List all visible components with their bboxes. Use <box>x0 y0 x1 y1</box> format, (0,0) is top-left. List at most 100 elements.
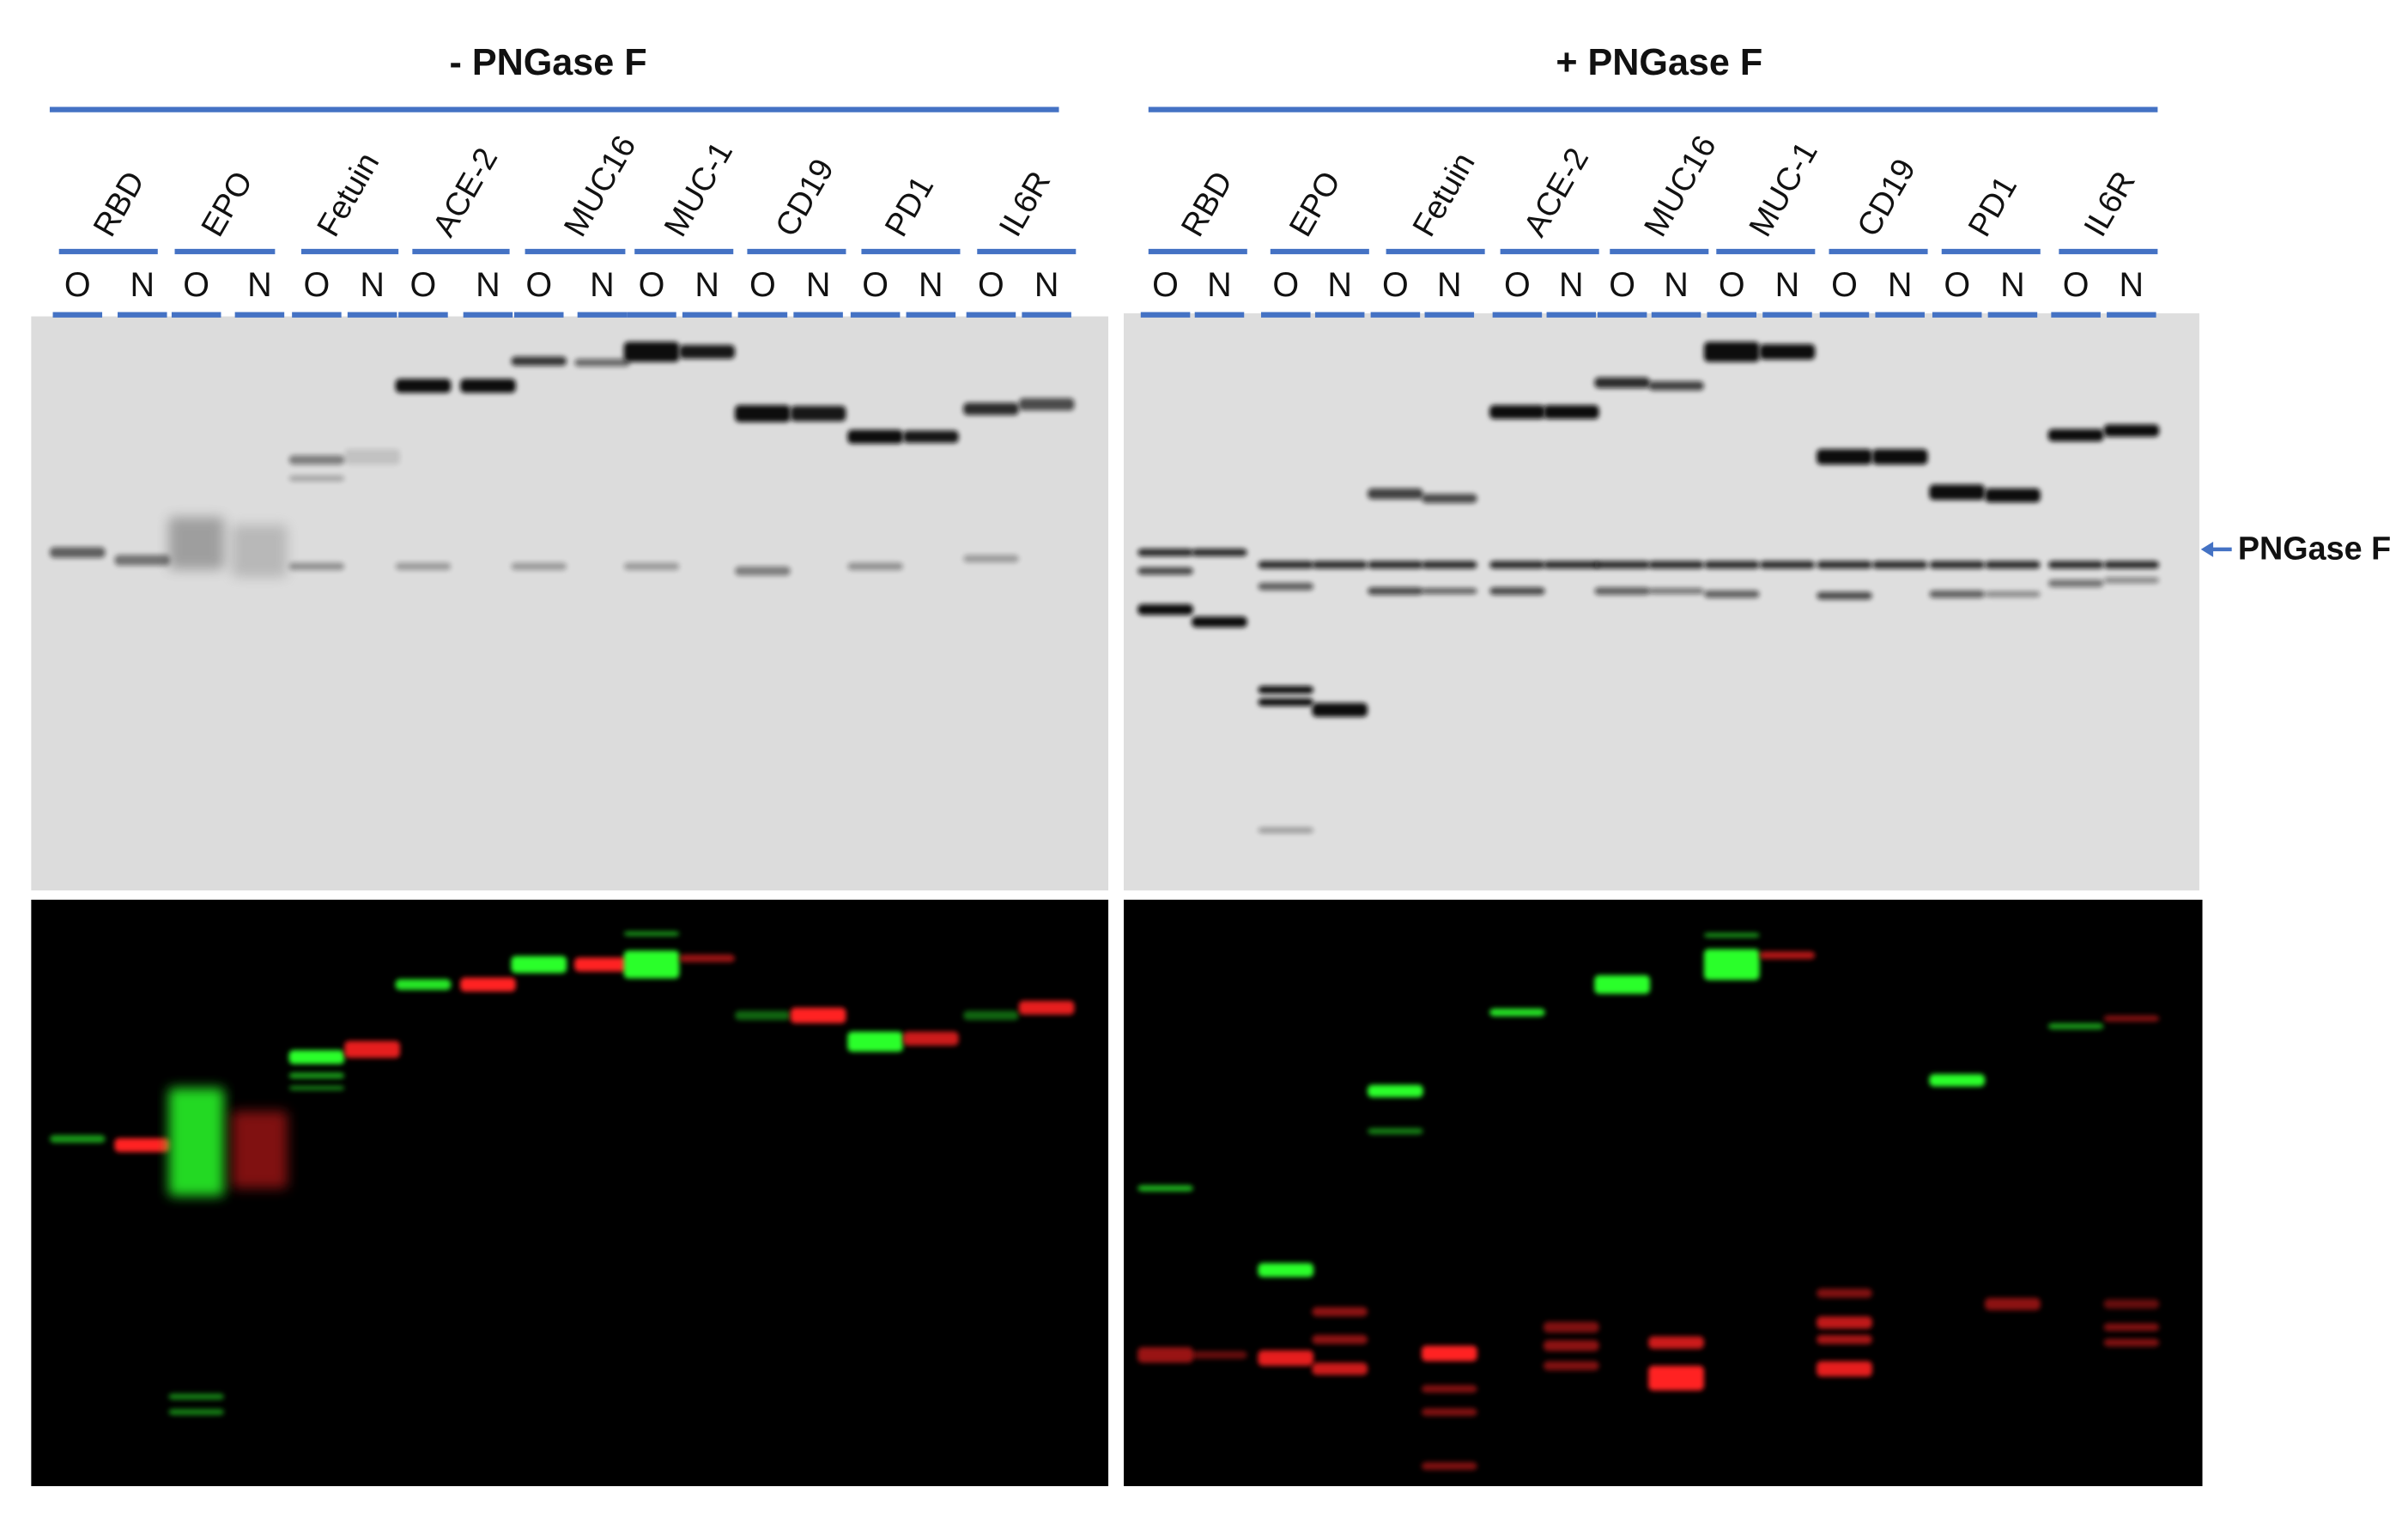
band <box>1594 377 1650 389</box>
band <box>1421 1385 1477 1393</box>
lane-label: O <box>978 266 1004 304</box>
band <box>623 931 680 937</box>
lane-label: N <box>247 266 272 304</box>
band <box>1703 561 1760 569</box>
sample-label: CD19 <box>768 153 841 243</box>
band <box>1258 1263 1314 1277</box>
band <box>1192 1350 1247 1359</box>
band <box>1703 590 1760 598</box>
band <box>168 1409 225 1416</box>
band <box>1985 561 2041 569</box>
lane-label: O <box>1609 266 1635 304</box>
sample-label: MUC-1 <box>1742 136 1824 242</box>
band <box>1258 698 1314 707</box>
lane-label: N <box>1437 266 1462 304</box>
band <box>790 1007 846 1023</box>
lane-label: O <box>639 266 665 304</box>
band <box>1312 702 1368 717</box>
band <box>1018 397 1075 411</box>
band <box>963 403 1019 416</box>
band <box>1817 1334 1872 1344</box>
band <box>1137 549 1193 557</box>
band <box>2047 1022 2104 1029</box>
band <box>1368 1084 1423 1098</box>
band <box>1543 404 1599 420</box>
band <box>288 562 345 571</box>
lane-label: N <box>360 266 385 304</box>
band <box>847 1031 903 1053</box>
band <box>1817 1316 1872 1329</box>
band <box>963 1010 1019 1021</box>
band <box>511 562 567 571</box>
band <box>1648 380 1704 391</box>
lane-label: N <box>919 266 943 304</box>
band <box>511 356 567 367</box>
lane-label: N <box>1775 266 1800 304</box>
gel-fluor-right <box>1124 899 2203 1487</box>
sample-label: ACE-2 <box>1516 142 1595 242</box>
band <box>1137 567 1193 575</box>
band <box>1985 488 2041 503</box>
band <box>2103 1323 2160 1332</box>
band <box>49 547 106 558</box>
band <box>1368 586 1423 595</box>
sample-label: RBD <box>86 165 151 242</box>
band <box>1258 827 1314 834</box>
band <box>574 957 630 972</box>
band <box>114 555 171 566</box>
band <box>395 379 452 393</box>
lane-label: N <box>1034 266 1059 304</box>
band <box>2047 579 2104 587</box>
sample-label: ACE-2 <box>425 142 504 242</box>
lane-label: O <box>749 266 776 304</box>
band <box>168 1393 225 1400</box>
band <box>2047 428 2104 442</box>
band <box>288 1072 345 1079</box>
lane-label: O <box>1152 266 1179 304</box>
sample-label: IL6R <box>992 165 1057 242</box>
band <box>1703 342 1760 362</box>
band <box>1543 561 1599 569</box>
lane-label: N <box>694 266 719 304</box>
band <box>1929 484 1986 501</box>
band <box>735 404 791 422</box>
band <box>2103 1299 2160 1309</box>
band <box>1759 343 1816 360</box>
band <box>2103 1338 2160 1347</box>
band <box>1543 1340 1599 1351</box>
band <box>1594 975 1650 994</box>
band <box>790 405 846 422</box>
lane-label: O <box>1382 266 1409 304</box>
band <box>902 1031 959 1046</box>
band <box>847 562 903 571</box>
band <box>168 517 225 570</box>
band <box>847 429 903 444</box>
band <box>1312 1362 1368 1375</box>
band <box>1137 1347 1193 1363</box>
band <box>1817 1361 1872 1377</box>
band <box>1543 1321 1599 1333</box>
band <box>344 1041 400 1059</box>
band <box>460 977 516 992</box>
band <box>1137 604 1193 616</box>
band <box>1648 587 1704 595</box>
lane-label: N <box>1327 266 1352 304</box>
band <box>344 449 400 465</box>
lane-label: O <box>525 266 552 304</box>
band <box>1421 1408 1477 1417</box>
band <box>735 1010 791 1021</box>
band <box>1648 561 1704 569</box>
band <box>1817 449 1872 465</box>
sample-label: MUC16 <box>1637 129 1723 242</box>
band <box>1871 561 1928 569</box>
lane-label: N <box>1559 266 1584 304</box>
sample-label: EPO <box>1282 165 1347 242</box>
band <box>574 358 630 367</box>
band <box>1489 586 1545 595</box>
band <box>1421 1345 1477 1362</box>
gel-stain-left <box>31 316 1109 891</box>
sample-label: IL6R <box>2077 165 2142 242</box>
panel-title: - PNGase F <box>449 42 646 83</box>
